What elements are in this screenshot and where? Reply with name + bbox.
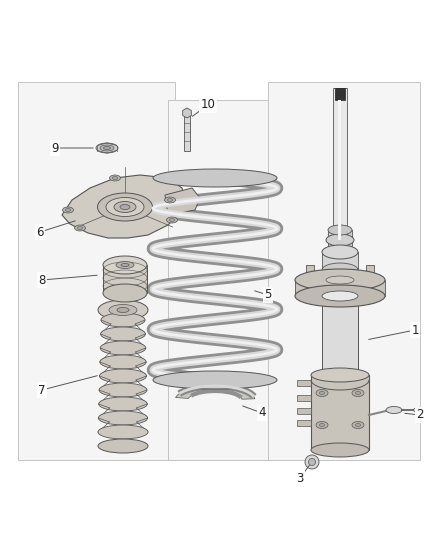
Ellipse shape bbox=[356, 424, 360, 426]
Bar bbox=[295, 280, 385, 296]
Ellipse shape bbox=[166, 217, 177, 223]
Ellipse shape bbox=[326, 276, 354, 284]
Ellipse shape bbox=[100, 355, 146, 369]
Ellipse shape bbox=[98, 439, 148, 453]
Ellipse shape bbox=[319, 392, 325, 394]
Text: 3: 3 bbox=[297, 472, 304, 484]
Polygon shape bbox=[62, 175, 185, 238]
Bar bbox=[306, 265, 314, 285]
Bar bbox=[322, 296, 358, 380]
Ellipse shape bbox=[101, 327, 145, 341]
Ellipse shape bbox=[98, 425, 148, 439]
Text: 1: 1 bbox=[411, 324, 419, 336]
Ellipse shape bbox=[153, 371, 277, 389]
Ellipse shape bbox=[98, 193, 152, 221]
Ellipse shape bbox=[167, 198, 173, 201]
Bar bbox=[322, 252, 358, 270]
Ellipse shape bbox=[100, 145, 114, 151]
Ellipse shape bbox=[165, 197, 176, 203]
Polygon shape bbox=[176, 386, 255, 399]
Ellipse shape bbox=[110, 175, 120, 181]
Ellipse shape bbox=[103, 256, 147, 274]
Text: 6: 6 bbox=[36, 225, 44, 238]
Ellipse shape bbox=[322, 245, 358, 259]
Text: 9: 9 bbox=[51, 141, 59, 155]
Ellipse shape bbox=[413, 408, 418, 412]
Ellipse shape bbox=[99, 369, 146, 383]
Ellipse shape bbox=[319, 424, 325, 426]
Ellipse shape bbox=[103, 284, 147, 302]
Ellipse shape bbox=[328, 225, 352, 235]
Ellipse shape bbox=[100, 341, 146, 355]
Ellipse shape bbox=[386, 407, 402, 414]
Ellipse shape bbox=[322, 263, 358, 277]
Ellipse shape bbox=[352, 390, 364, 397]
Ellipse shape bbox=[113, 176, 117, 180]
Polygon shape bbox=[268, 82, 420, 460]
Ellipse shape bbox=[99, 411, 148, 425]
Ellipse shape bbox=[352, 422, 364, 429]
Ellipse shape bbox=[66, 208, 71, 212]
Text: 5: 5 bbox=[264, 288, 272, 302]
Ellipse shape bbox=[305, 455, 319, 469]
Ellipse shape bbox=[99, 397, 147, 411]
Polygon shape bbox=[103, 265, 147, 293]
Bar bbox=[335, 88, 345, 100]
Bar bbox=[297, 420, 311, 426]
Polygon shape bbox=[165, 188, 200, 215]
Text: 7: 7 bbox=[38, 384, 46, 397]
Ellipse shape bbox=[311, 443, 369, 457]
Ellipse shape bbox=[101, 313, 145, 327]
Ellipse shape bbox=[311, 368, 369, 382]
Text: 2: 2 bbox=[416, 408, 424, 422]
Ellipse shape bbox=[121, 263, 129, 266]
Ellipse shape bbox=[78, 227, 82, 230]
Polygon shape bbox=[18, 82, 175, 460]
Ellipse shape bbox=[63, 207, 74, 213]
Ellipse shape bbox=[106, 198, 144, 216]
Ellipse shape bbox=[295, 285, 385, 307]
Text: 10: 10 bbox=[201, 99, 215, 111]
Ellipse shape bbox=[114, 201, 136, 213]
Bar bbox=[311, 375, 369, 450]
Ellipse shape bbox=[322, 291, 358, 301]
Bar bbox=[184, 113, 190, 151]
Bar bbox=[333, 88, 347, 240]
Ellipse shape bbox=[295, 269, 385, 291]
Bar bbox=[328, 230, 352, 246]
Ellipse shape bbox=[117, 308, 129, 312]
Text: 4: 4 bbox=[258, 407, 266, 419]
Ellipse shape bbox=[109, 304, 137, 316]
Bar bbox=[338, 100, 341, 240]
Ellipse shape bbox=[74, 225, 85, 231]
Ellipse shape bbox=[316, 422, 328, 429]
Ellipse shape bbox=[316, 390, 328, 397]
Ellipse shape bbox=[356, 392, 360, 394]
Ellipse shape bbox=[120, 205, 130, 209]
Polygon shape bbox=[168, 100, 270, 460]
Polygon shape bbox=[183, 108, 191, 118]
Ellipse shape bbox=[98, 300, 148, 320]
Ellipse shape bbox=[116, 262, 134, 269]
Bar bbox=[297, 395, 311, 401]
Ellipse shape bbox=[96, 143, 118, 153]
Ellipse shape bbox=[153, 169, 277, 187]
Bar bbox=[297, 408, 311, 414]
Ellipse shape bbox=[308, 458, 315, 465]
Bar bbox=[366, 265, 374, 285]
Ellipse shape bbox=[326, 234, 354, 246]
Bar bbox=[297, 380, 311, 386]
Text: 8: 8 bbox=[38, 273, 46, 287]
Ellipse shape bbox=[170, 219, 174, 222]
Ellipse shape bbox=[103, 147, 110, 149]
Ellipse shape bbox=[99, 383, 147, 397]
